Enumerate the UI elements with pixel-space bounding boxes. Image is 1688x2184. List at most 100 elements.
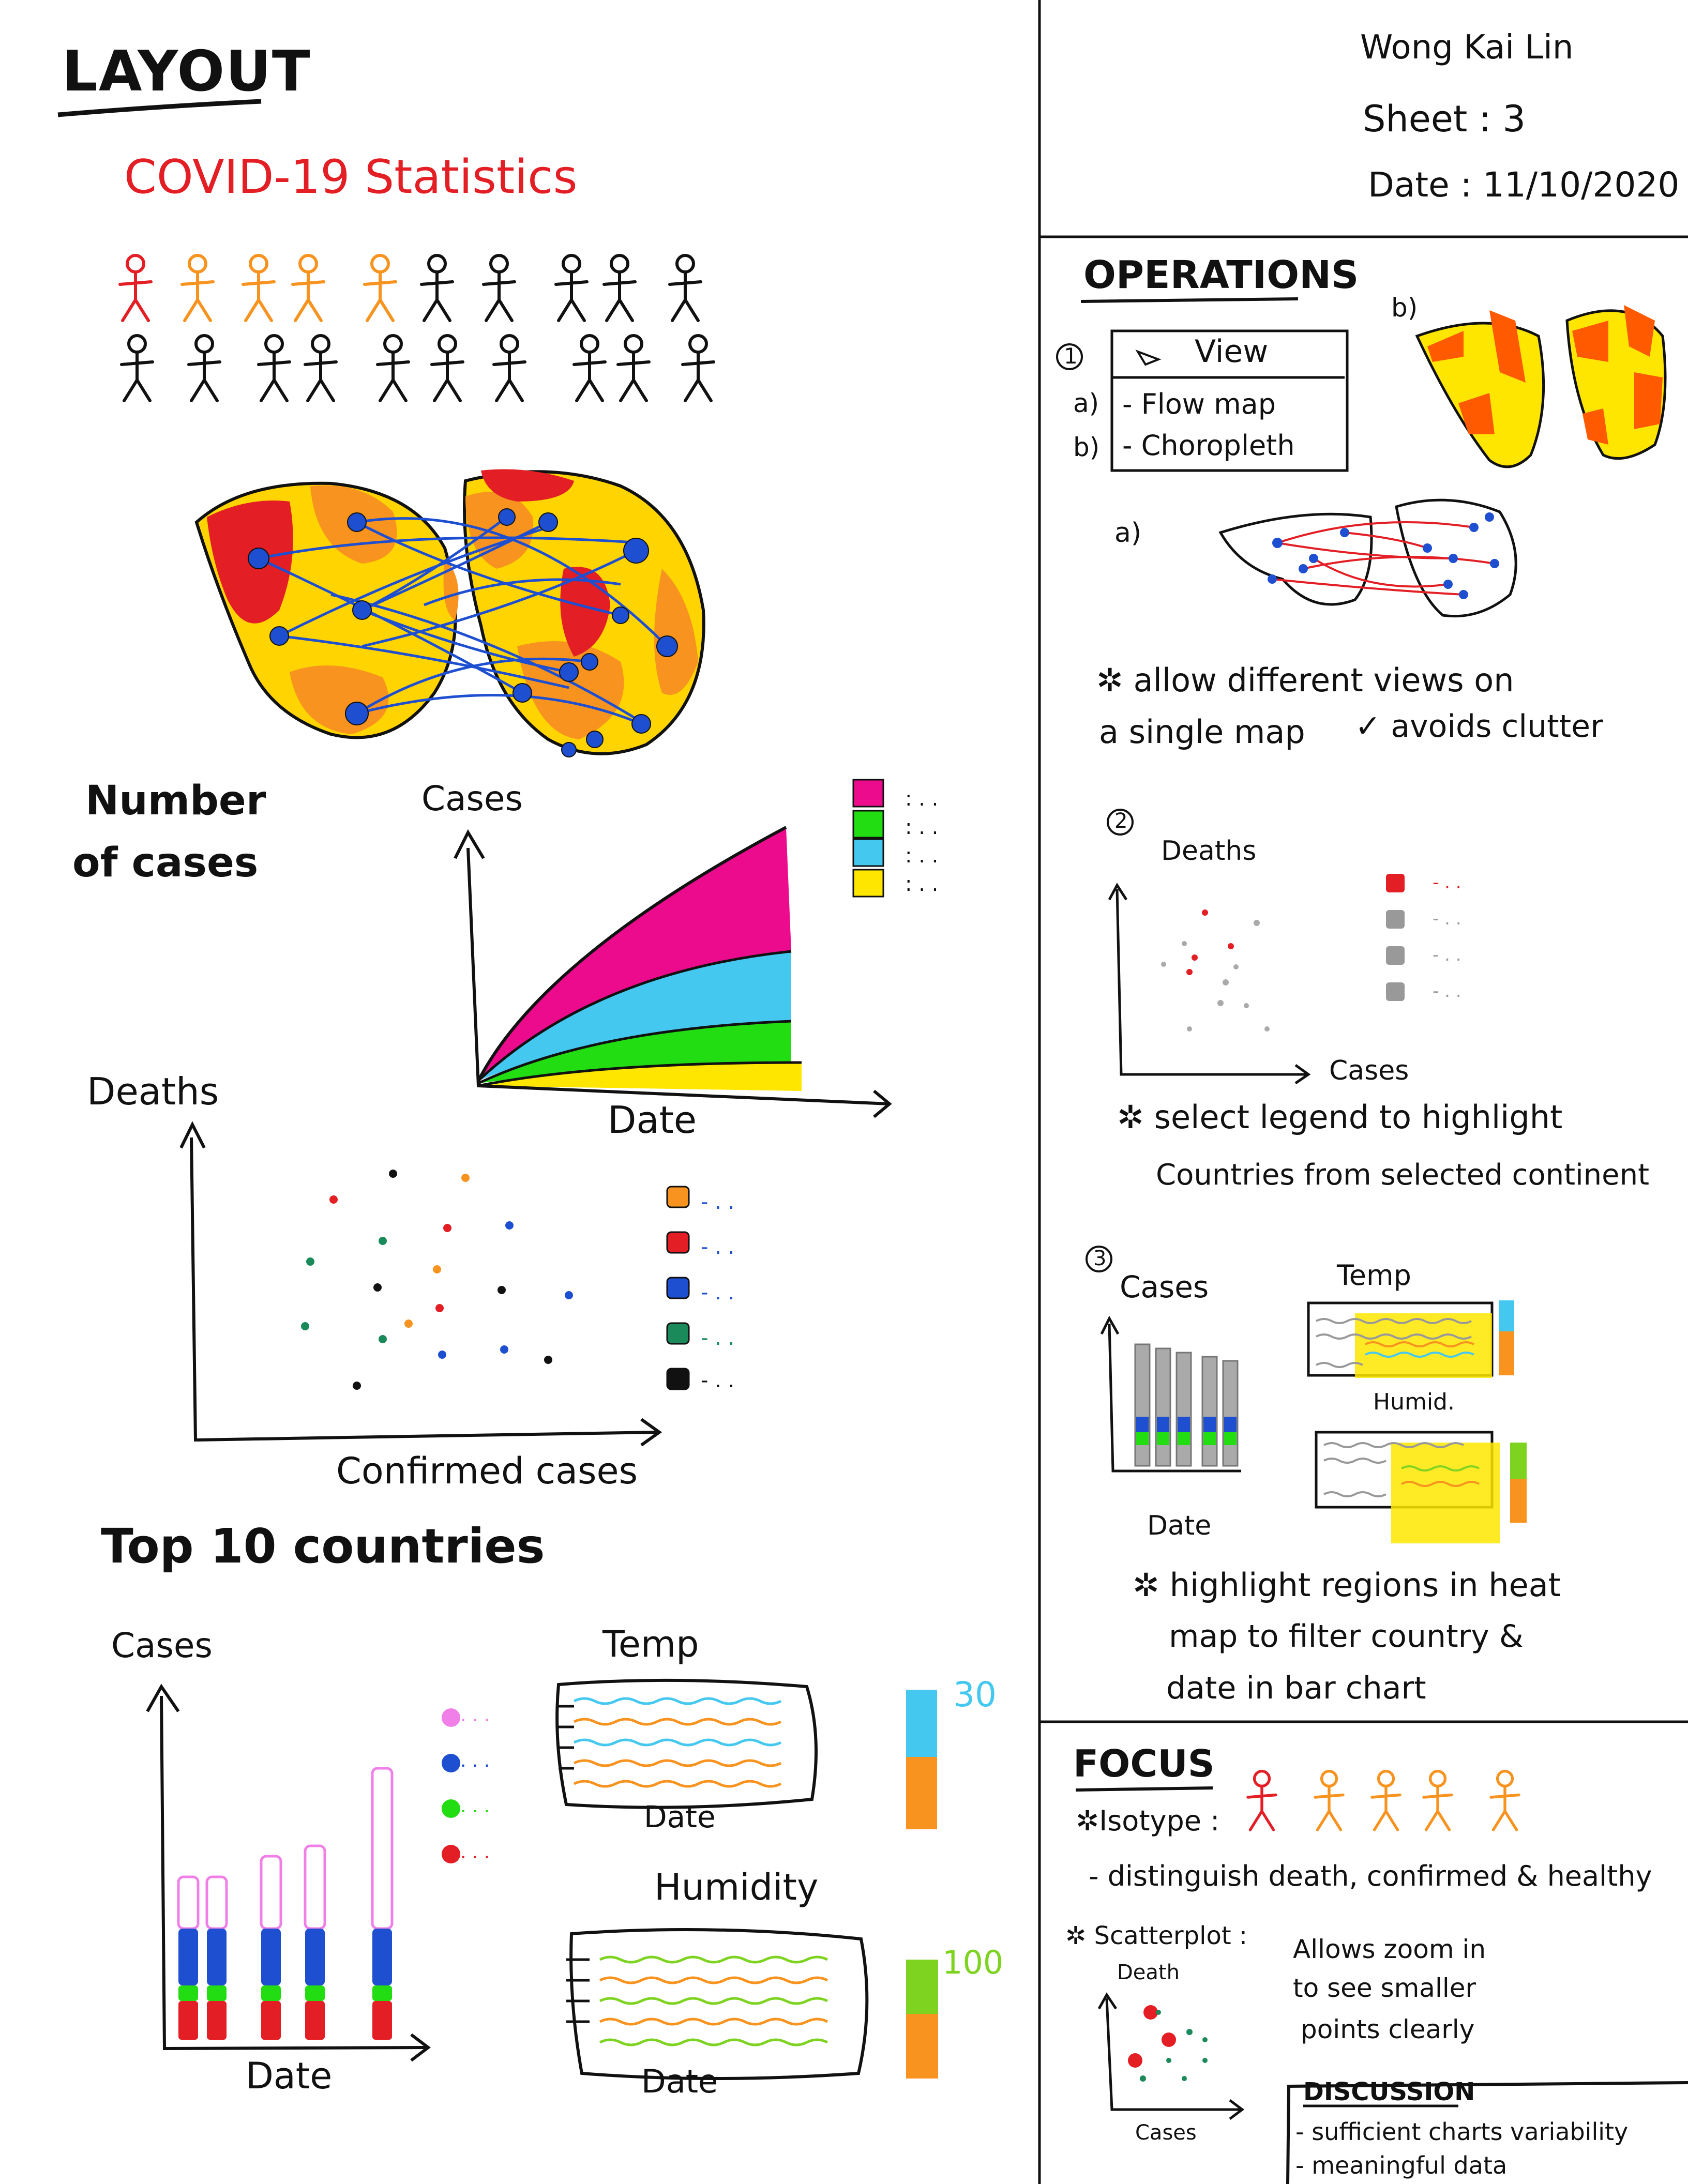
bar-segment [371, 1767, 394, 1930]
scatter-point [389, 1170, 397, 1178]
stick-figure [668, 254, 702, 322]
stick-figure [257, 334, 291, 402]
isotype-grid [118, 254, 715, 402]
note3-line3: date in bar chart [1166, 1670, 1426, 1706]
operations-underline [1080, 297, 1299, 303]
check-icon: ✓ [1355, 708, 1391, 745]
flow-map-preview [1218, 498, 1517, 618]
stick-figure [242, 254, 276, 322]
scatter-point [301, 1322, 309, 1330]
scatter-point [433, 1265, 441, 1273]
scatter-xlabel: Confirmed cases [336, 1450, 638, 1492]
op2-legend-dots-4: - . . [1433, 981, 1461, 1002]
bar-legend-swatch [442, 1799, 460, 1818]
operations-title: OPERATIONS [1083, 253, 1359, 297]
scatter-point [443, 1224, 451, 1232]
author-name: Wong Kai Lin [1360, 28, 1574, 67]
area-chart-ylabel: Cases [421, 779, 523, 818]
sheet-date: Date : 11/10/2020 [1368, 165, 1680, 205]
note1-check-text: avoids clutter [1391, 708, 1603, 745]
area-legend-dots-3: : . . [905, 844, 939, 868]
area-legend-dots-1: : . . [905, 787, 939, 811]
humidity-color-scale-top [906, 1960, 938, 2014]
stick-figure [180, 254, 215, 322]
scatter-point [544, 1356, 552, 1364]
bar-segment [372, 1929, 392, 1985]
discussion-box [1286, 2081, 1688, 2184]
scatter-legend-dots-4: - . . [701, 1326, 735, 1350]
bar-segment [305, 1929, 325, 1985]
star-icon: ✲ [1065, 1921, 1094, 1950]
op3-number: 3 [1093, 1247, 1107, 1270]
note3-line2: map to filter country & [1169, 1618, 1524, 1655]
stick-figure [187, 334, 221, 402]
scatter-point [498, 1286, 506, 1294]
discussion-item-1: - sufficient charts variability [1295, 2118, 1629, 2146]
discussion-item-2: - meaningful data [1295, 2151, 1508, 2179]
op3-bar-highlight [1178, 1417, 1190, 1432]
sheet-number: Sheet : 3 [1363, 98, 1526, 140]
menu-item-flow-map[interactable]: - Flow map [1122, 388, 1276, 420]
flow-choropleth-map [194, 469, 705, 757]
bar-segment [205, 1875, 228, 1930]
area-legend-swatch [852, 869, 884, 898]
op3-bar [1155, 1347, 1171, 1467]
area-band-outline [477, 826, 787, 1082]
stick-figure [492, 334, 526, 402]
area-band [478, 1063, 802, 1091]
scatter-point [435, 1304, 444, 1312]
bar-segment [372, 2001, 392, 2040]
menu-item-a-marker: a) [1073, 388, 1099, 418]
stick-figure [430, 334, 464, 402]
op3-bar-and-heatmaps [1100, 1300, 1527, 1543]
scatter-legend-swatch [666, 1322, 690, 1345]
stick-figure [1246, 1769, 1277, 1831]
scatter-point [329, 1195, 338, 1204]
bar-chart-xlabel: Date [246, 2055, 333, 2097]
scatter-point [505, 1221, 514, 1230]
op3-bar-highlight [1157, 1417, 1169, 1432]
stick-figure [118, 254, 153, 322]
op3-bar [1175, 1352, 1192, 1467]
bar-segment [305, 1985, 325, 2001]
humidity-heatmap-xlabel: Date [641, 2062, 718, 2100]
stick-figure [482, 254, 516, 322]
bar-legend-dots-4: . . . [460, 1842, 490, 1863]
humidity-color-scale-bottom [906, 2014, 938, 2079]
bar-legend-dots-1: . . . [460, 1705, 490, 1726]
bar-segment [177, 1875, 200, 1930]
op2-scatter [1108, 874, 1405, 1085]
menu-item-b-marker: b) [1073, 432, 1100, 462]
scatter-point [353, 1382, 361, 1390]
bar-segment [305, 2001, 325, 2040]
note1-text: allow different views on [1133, 661, 1514, 699]
stick-figure [363, 254, 397, 322]
bar-segment [178, 1985, 198, 2001]
bar-segment [207, 1929, 227, 1985]
menu-item-choropleth[interactable]: - Choropleth [1122, 429, 1295, 462]
temp-heatmap [555, 1678, 937, 1829]
op3-bar-highlight [1224, 1417, 1237, 1432]
op3-bar-highlight [1178, 1432, 1190, 1445]
focus-scatter-label: ✲ Scatterplot : [1065, 1923, 1247, 1948]
area-band [478, 827, 791, 1081]
bar-segment [178, 2001, 198, 2040]
humidity-scale-max: 100 [942, 1944, 1004, 1981]
stick-figure [681, 334, 715, 402]
stick-figure [420, 254, 454, 322]
bar-segment [178, 1929, 198, 1985]
focus-scatter-xlabel: Cases [1135, 2121, 1197, 2145]
scatter-legend-swatch [666, 1186, 690, 1208]
zoom-note-line2: to see smaller [1293, 1973, 1476, 2003]
zoom-note-line1: Allows zoom in [1293, 1934, 1486, 1964]
covid-title: COVID-19 Statistics [124, 150, 578, 204]
op3-bar [1201, 1356, 1218, 1467]
scatter-legend-dots-2: - . . [701, 1235, 735, 1259]
stick-figure [572, 334, 607, 402]
view-menu-header[interactable]: View [1195, 333, 1269, 370]
bar-chart-axes [160, 1695, 427, 2051]
area-legend-swatch [852, 779, 884, 808]
bar-segment [260, 1855, 282, 1930]
bar-chart-ylabel: Cases [111, 1626, 213, 1665]
choropleth-label: b) [1391, 293, 1418, 323]
